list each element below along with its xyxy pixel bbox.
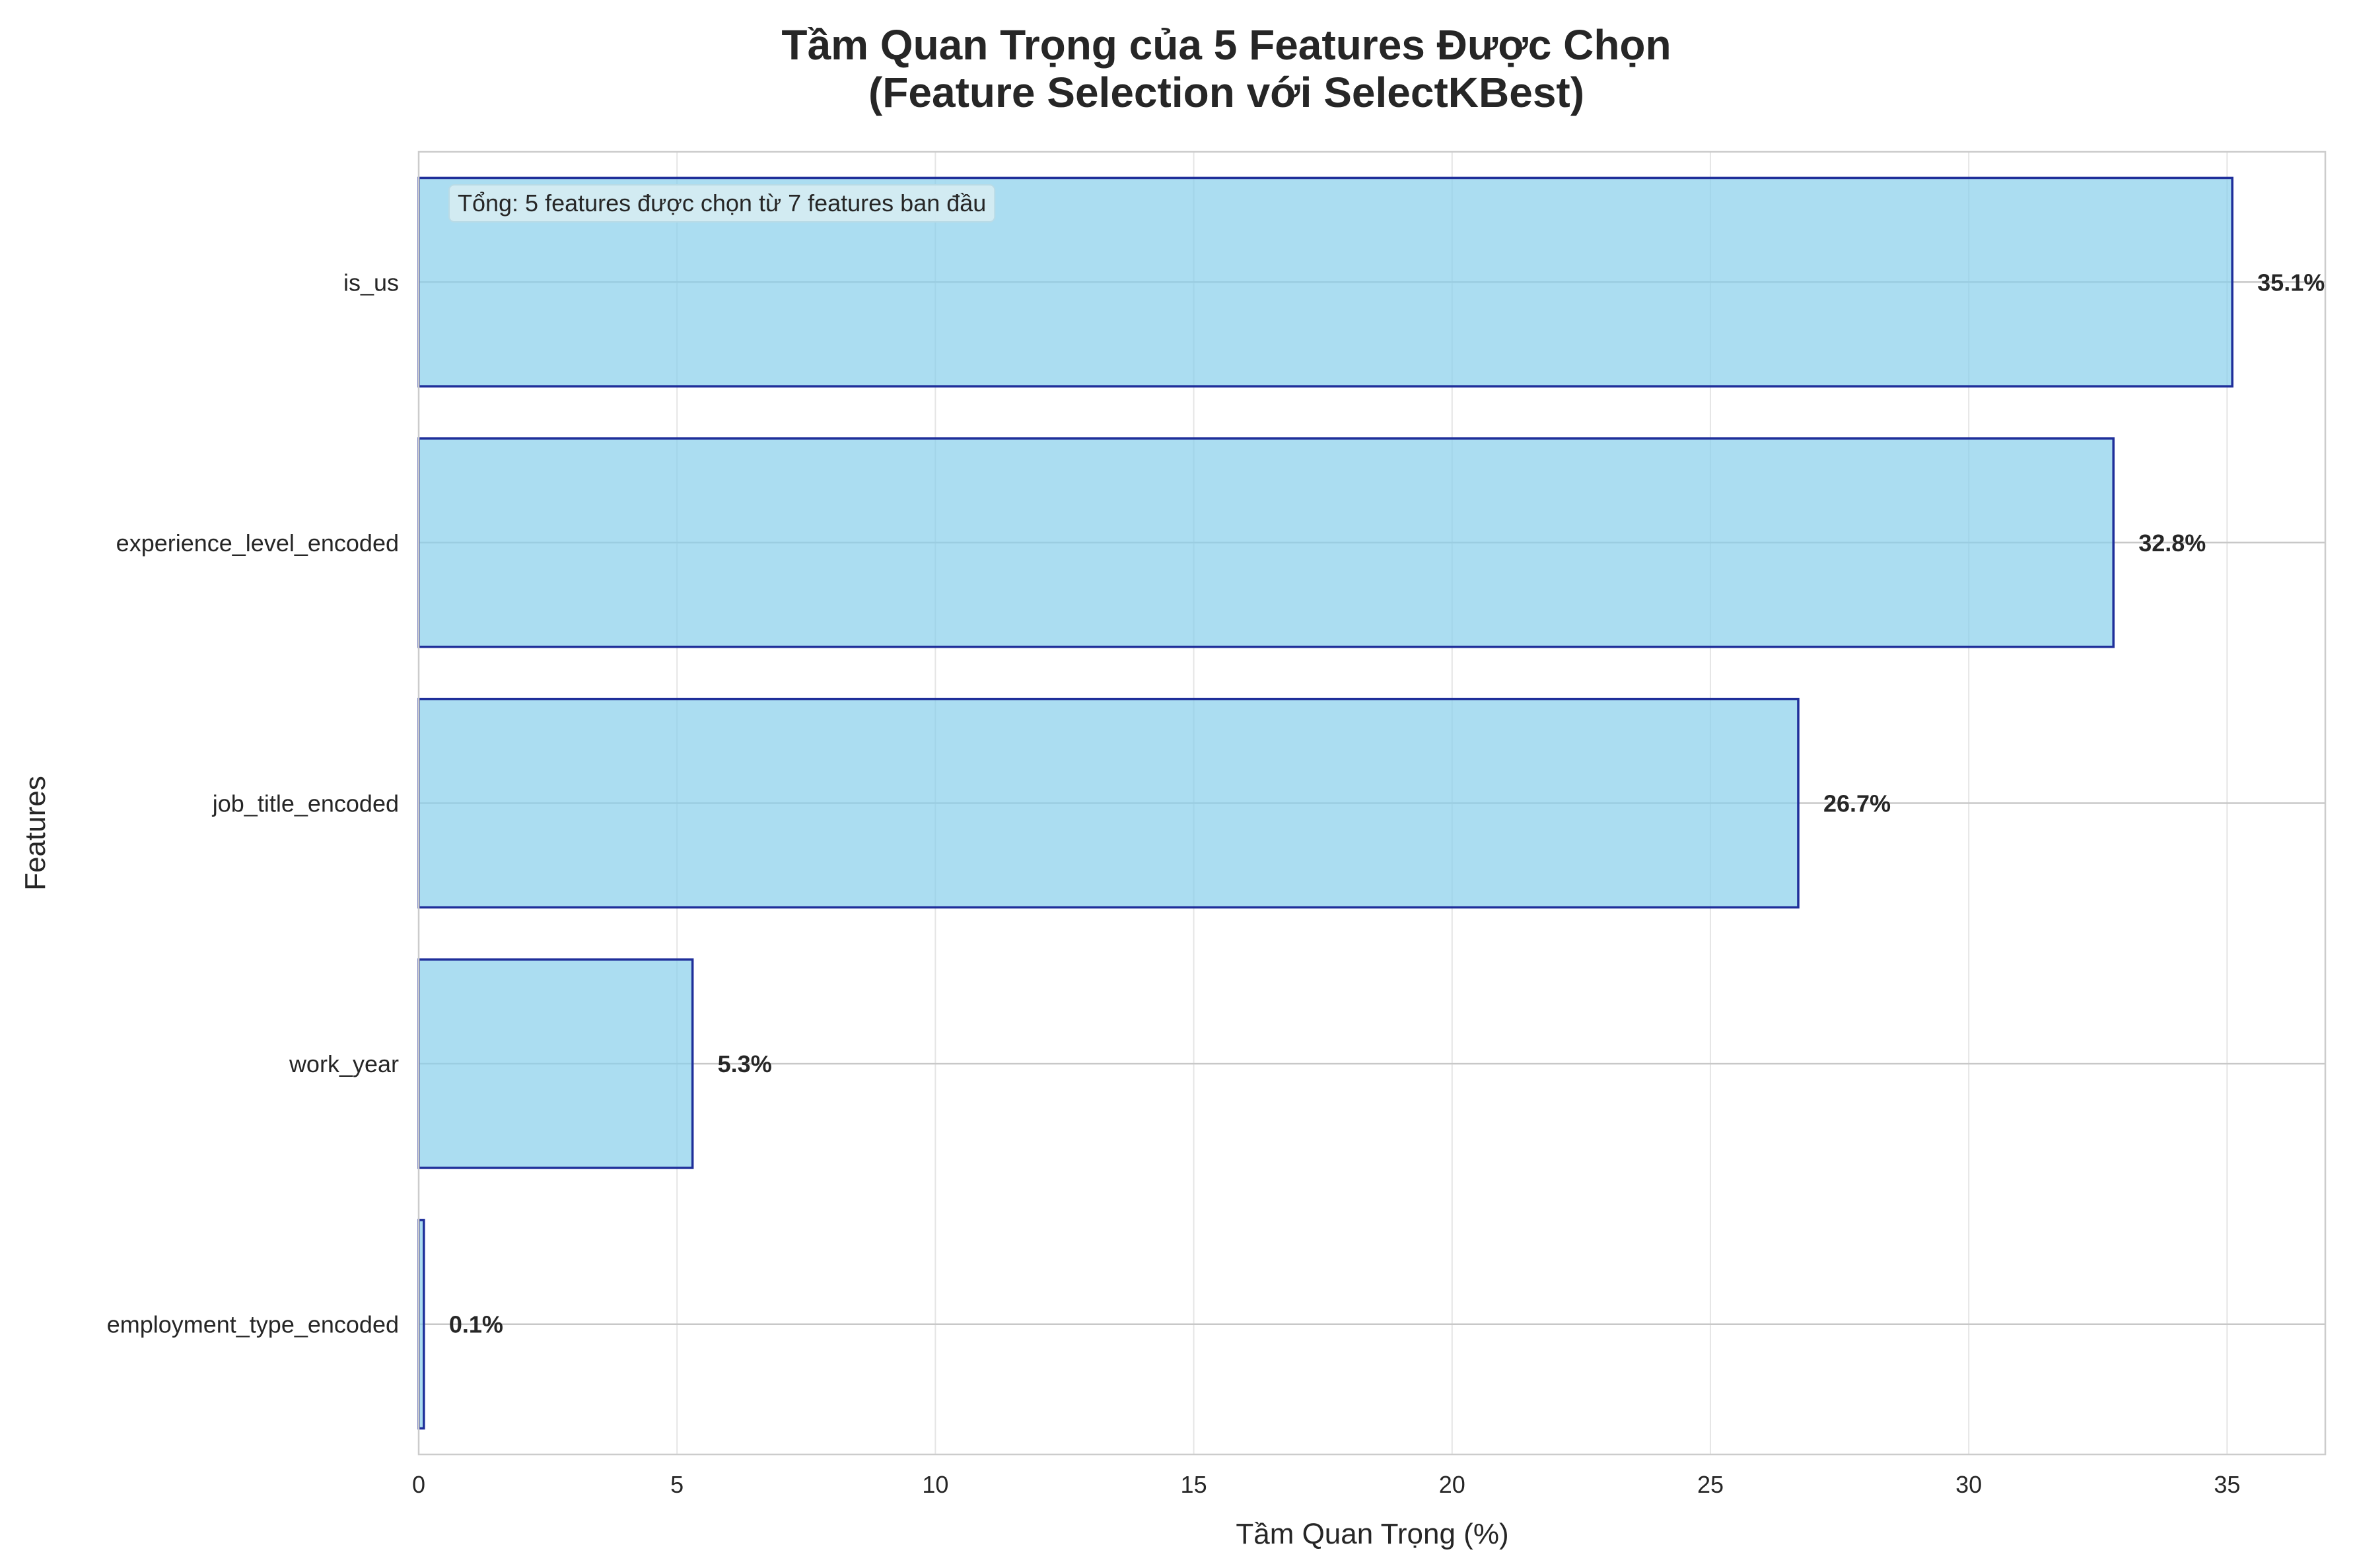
value-label: 26.7% bbox=[1823, 790, 1891, 817]
x-tick-label: 35 bbox=[2214, 1471, 2240, 1498]
value-labels: 35.1% 32.8% 26.7% 5.3% 0.1% bbox=[449, 269, 2325, 1338]
x-tick-label: 10 bbox=[922, 1471, 948, 1498]
chart-title: Tầm Quan Trọng của 5 Features Được Chọn bbox=[781, 21, 1671, 69]
bar-work-year bbox=[417, 958, 694, 1169]
annotation-box: Tổng: 5 features được chọn từ 7 features… bbox=[448, 184, 996, 222]
annotation-background bbox=[448, 184, 996, 222]
bar-job-title-encoded bbox=[417, 697, 1800, 909]
value-label: 5.3% bbox=[718, 1050, 772, 1077]
annotation-text: Tổng: 5 features được chọn từ 7 features… bbox=[458, 189, 986, 217]
x-tick-label: 15 bbox=[1181, 1471, 1207, 1498]
y-axis-title: Features bbox=[19, 776, 52, 891]
bar-experience-level-encoded bbox=[417, 437, 2115, 648]
y-tick-label: experience_level_encoded bbox=[116, 529, 399, 557]
y-tick-label: job_title_encoded bbox=[212, 790, 399, 817]
x-tick-labels: 0 5 10 15 20 25 30 35 bbox=[412, 1471, 2240, 1498]
chart-subtitle: (Feature Selection với SelectKBest) bbox=[868, 69, 1584, 116]
y-tick-label: is_us bbox=[343, 269, 399, 296]
x-tick-label: 20 bbox=[1439, 1471, 1465, 1498]
x-tick-label: 25 bbox=[1697, 1471, 1724, 1498]
y-tick-label: work_year bbox=[289, 1050, 399, 1077]
plot-frame bbox=[417, 151, 2327, 1456]
x-tick-label: 0 bbox=[412, 1471, 425, 1498]
value-label: 0.1% bbox=[449, 1311, 503, 1338]
x-tick-label: 30 bbox=[1955, 1471, 1982, 1498]
y-tick-labels: is_us experience_level_encoded job_title_e… bbox=[107, 269, 399, 1338]
x-axis-title: Tầm Quan Trọng (%) bbox=[1236, 1518, 1508, 1550]
value-label: 32.8% bbox=[2138, 529, 2206, 557]
bars bbox=[417, 176, 2233, 1430]
value-label: 35.1% bbox=[2257, 269, 2325, 296]
x-tick-label: 5 bbox=[670, 1471, 684, 1498]
y-tick-label: employment_type_encoded bbox=[107, 1311, 399, 1338]
